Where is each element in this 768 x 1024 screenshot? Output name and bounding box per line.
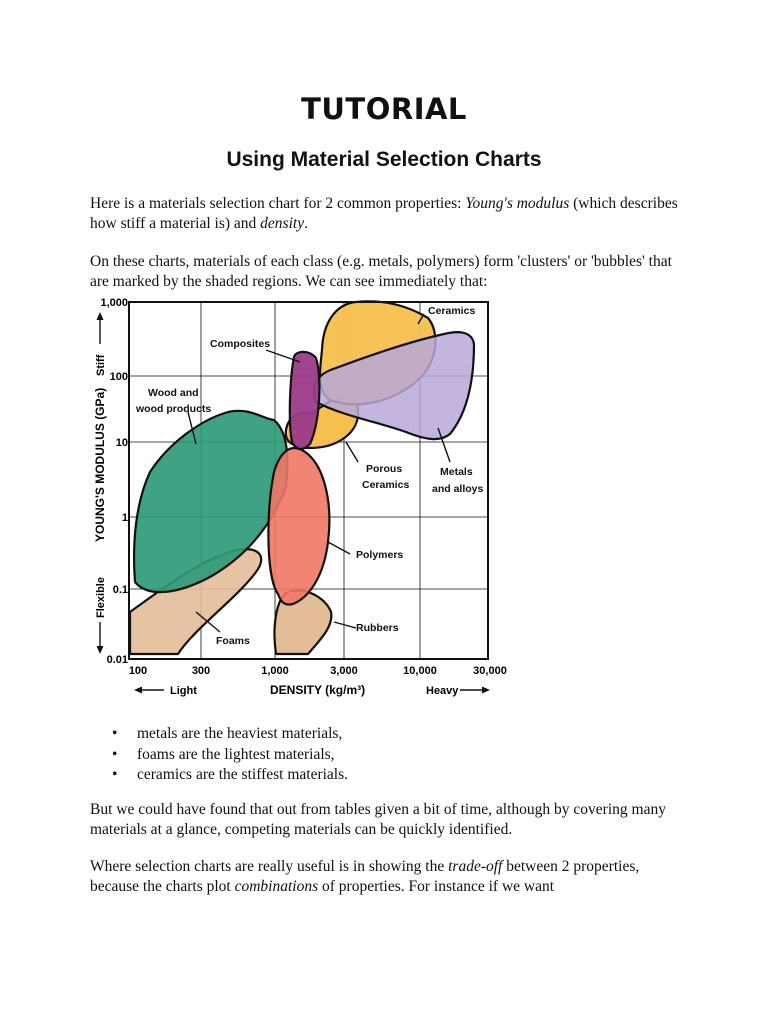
x-tick-label-10000: 10,000	[403, 665, 437, 677]
leader-line-rubbers	[333, 621, 357, 629]
observations-list: metals are the heaviest materials, foams…	[112, 724, 348, 786]
region-polymers	[267, 446, 331, 606]
list-item: foams are the lightest materials,	[112, 745, 348, 766]
x-tick-label-30000: 30,000	[473, 665, 507, 677]
intro-text-before: Here is a materials selection chart for …	[90, 195, 466, 212]
leader-line-ceramics	[417, 313, 425, 325]
trade-off-text-after: of properties. For instance if we want	[318, 878, 555, 895]
label-ceramics: Ceramics	[428, 305, 475, 317]
label-metals-2: and alloys	[432, 483, 484, 495]
intro-emphasis-youngs-modulus: Young's modulus	[465, 195, 570, 212]
chart-regions	[128, 300, 476, 656]
list-item: metals are the heaviest materials,	[112, 724, 348, 745]
label-wood-1: Wood and	[148, 387, 199, 399]
x-axis-light-label: Light	[170, 685, 197, 697]
label-wood-2: wood products	[135, 403, 211, 415]
y-axis-title: YOUNG'S MODULUS (GPa)	[93, 388, 107, 542]
y-tick-label-0-01: 0.01	[107, 654, 128, 666]
intro-text-after: .	[304, 215, 308, 232]
x-axis-arrows	[134, 686, 490, 694]
x-tick-label-3000: 3,000	[330, 665, 358, 677]
label-foams: Foams	[216, 635, 250, 647]
label-metals-1: Metals	[440, 466, 473, 478]
paragraph-trade-off: Where selection charts are really useful…	[90, 857, 690, 897]
paragraph-tables-text: But we could have found that out from ta…	[90, 801, 666, 838]
leader-lines	[187, 313, 451, 633]
leader-line-porous	[345, 441, 359, 463]
label-composites: Composites	[210, 338, 270, 350]
region-composites	[288, 350, 321, 451]
x-axis-title: DENSITY (kg/m³)	[270, 683, 365, 697]
leader-line-polymers	[327, 541, 351, 555]
leader-line-composites	[265, 349, 301, 363]
x-tick-label-300: 300	[192, 665, 210, 677]
region-labels: Ceramics Composites Wood and wood produc…	[135, 305, 484, 647]
region-metals	[312, 331, 476, 441]
page-subtitle: Using Material Selection Charts	[226, 148, 542, 171]
y-tick-label-100: 100	[110, 371, 128, 383]
leader-line-foams	[195, 611, 221, 633]
y-axis-arrows	[96, 312, 104, 654]
intro-paragraph: Here is a materials selection chart for …	[90, 194, 690, 234]
region-rubbers	[273, 589, 333, 656]
x-axis-annotations: Light DENSITY (kg/m³) Heavy	[170, 683, 459, 697]
y-axis-flexible-label: Flexible	[95, 577, 107, 618]
label-rubbers: Rubbers	[356, 622, 399, 634]
x-tick-labels: 100 300 1,000 3,000 10,000 30,000	[129, 665, 507, 677]
x-axis-heavy-label: Heavy	[426, 685, 459, 697]
paragraph-tables: But we could have found that out from ta…	[90, 800, 690, 840]
clusters-paragraph-text: On these charts, materials of each class…	[90, 253, 672, 290]
trade-off-emphasis: trade-off	[448, 858, 503, 875]
trade-off-text-before: Where selection charts are really useful…	[90, 858, 449, 875]
material-selection-chart: 1,000 100 10 1 0.1 0.01 100 300 1,000 3,…	[93, 297, 507, 697]
plot-frame	[128, 301, 489, 660]
x-tick-label-100: 100	[129, 665, 147, 677]
y-tick-labels: 1,000 100 10 1 0.1 0.01	[100, 297, 128, 666]
y-axis-annotations: YOUNG'S MODULUS (GPa) Stiff Flexible	[93, 354, 107, 618]
y-tick-label-0-1: 0.1	[113, 584, 128, 596]
intro-emphasis-density: density	[260, 215, 305, 232]
x-tick-label-1000: 1,000	[261, 665, 289, 677]
leader-line-wood	[187, 411, 197, 445]
clusters-paragraph: On these charts, materials of each class…	[90, 252, 690, 292]
y-axis-stiff-label: Stiff	[95, 354, 107, 376]
y-tick-label-1000: 1,000	[100, 297, 128, 309]
y-tick-label-10: 10	[116, 437, 128, 449]
label-porous-1: Porous	[366, 463, 402, 475]
label-polymers: Polymers	[356, 549, 403, 561]
intro-text-middle: (which describes how stiff a material is…	[90, 195, 678, 232]
region-wood	[132, 409, 289, 594]
page-title: TUTORIAL	[301, 92, 467, 126]
leader-line-metals	[437, 427, 451, 463]
label-porous-2: Ceramics	[362, 479, 409, 491]
list-item: ceramics are the stiffest materials.	[112, 765, 348, 786]
trade-off-text-middle: between 2 properties, because the charts…	[90, 858, 640, 895]
combinations-emphasis: combinations	[234, 878, 319, 895]
y-tick-label-1: 1	[122, 512, 128, 524]
